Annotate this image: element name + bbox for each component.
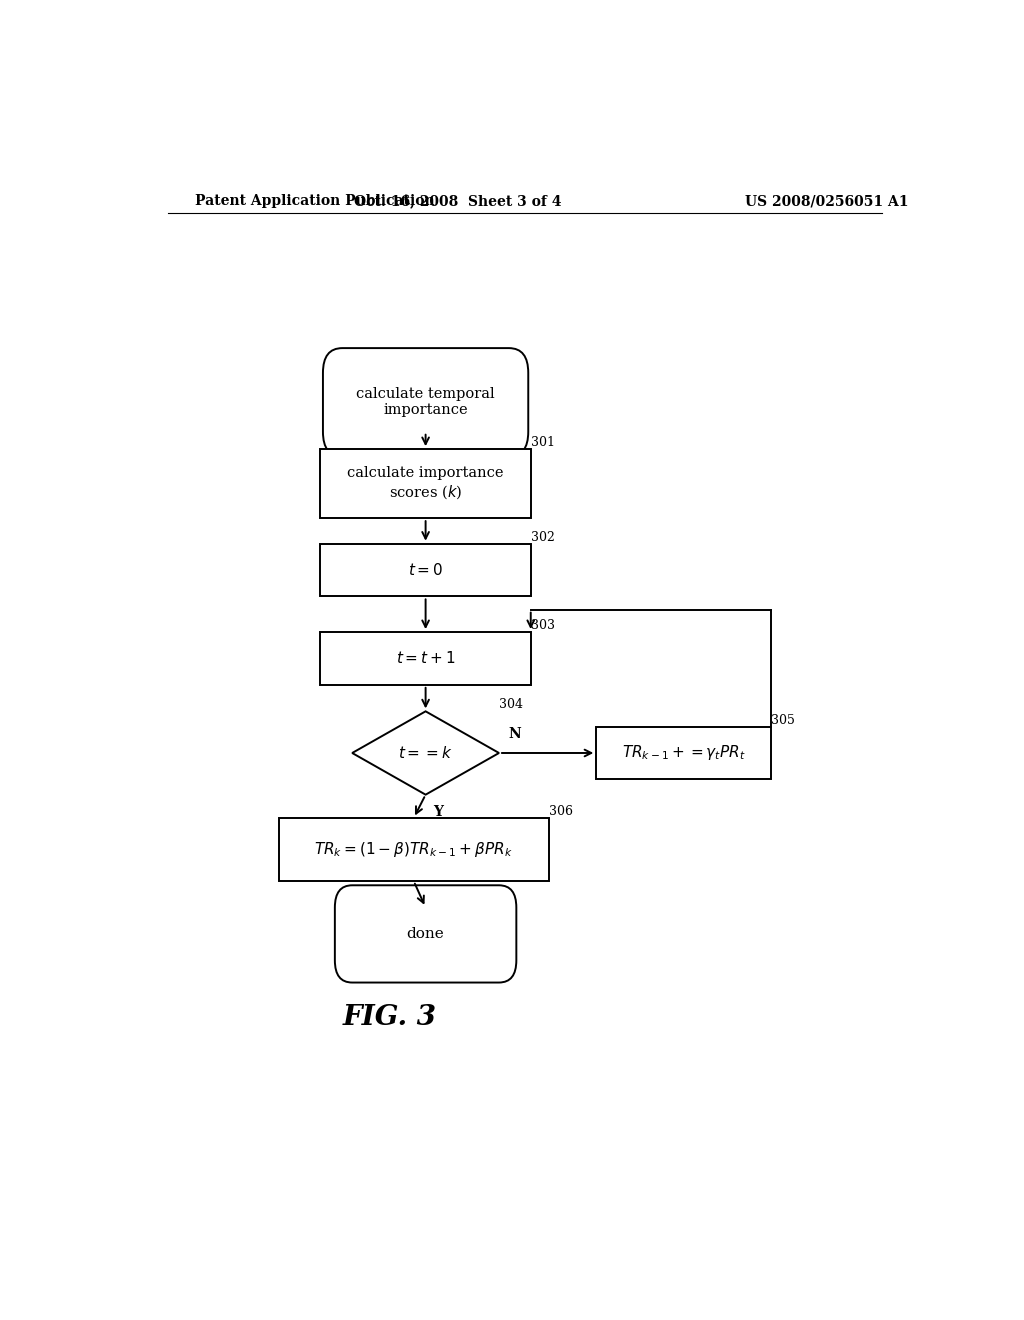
Text: Y: Y [433,805,443,818]
Text: FIG. 3: FIG. 3 [342,1003,436,1031]
Text: done: done [407,927,444,941]
Text: US 2008/0256051 A1: US 2008/0256051 A1 [744,194,908,209]
Bar [321,449,530,519]
Text: 304: 304 [499,698,523,711]
Text: $TR_{k-1}+=\gamma_t PR_t$: $TR_{k-1}+=\gamma_t PR_t$ [622,743,745,763]
Bar [321,632,530,685]
Text: calculate importance
scores ($k$): calculate importance scores ($k$) [347,466,504,500]
Bar [279,818,549,880]
Text: $t==k$: $t==k$ [398,744,453,762]
Text: 306: 306 [549,805,572,818]
Text: $t=0$: $t=0$ [408,562,443,578]
FancyBboxPatch shape [323,348,528,457]
Text: Oct. 16, 2008  Sheet 3 of 4: Oct. 16, 2008 Sheet 3 of 4 [353,194,561,209]
Bar [321,544,530,597]
Text: 305: 305 [771,714,795,726]
Text: 301: 301 [530,436,555,449]
Text: $t=t+1$: $t=t+1$ [395,651,456,667]
Text: Patent Application Publication: Patent Application Publication [196,194,435,209]
FancyBboxPatch shape [335,886,516,982]
Bar [596,726,771,779]
Text: N: N [509,727,521,741]
Text: 303: 303 [530,619,555,632]
Text: calculate temporal
importance: calculate temporal importance [356,387,495,417]
Text: $TR_k=(1-\beta)TR_{k-1}+\beta PR_k$: $TR_k=(1-\beta)TR_{k-1}+\beta PR_k$ [314,840,513,859]
Polygon shape [352,711,499,795]
Text: 302: 302 [530,531,555,544]
